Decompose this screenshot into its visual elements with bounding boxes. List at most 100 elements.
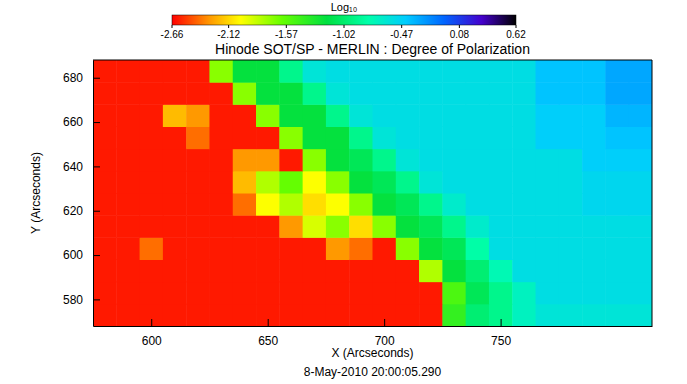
heatmap-cell bbox=[373, 171, 397, 194]
heatmap-cell bbox=[536, 282, 560, 305]
y-tick-mark bbox=[93, 255, 100, 256]
heatmap-cell bbox=[233, 60, 257, 83]
heatmap-cell bbox=[186, 60, 210, 83]
heatmap-cell bbox=[140, 193, 164, 216]
heatmap-cell bbox=[605, 171, 629, 194]
heatmap-cell bbox=[163, 304, 187, 326]
heatmap-cell bbox=[629, 237, 652, 260]
heatmap-cell bbox=[303, 215, 327, 238]
heatmap-cell bbox=[256, 82, 280, 105]
heatmap-cell bbox=[582, 171, 606, 194]
heatmap-cell bbox=[466, 171, 490, 194]
heatmap-cell bbox=[186, 260, 210, 283]
heatmap-cell bbox=[582, 193, 606, 216]
heatmap-cell bbox=[419, 60, 443, 83]
colorbar bbox=[172, 15, 516, 25]
heatmap-cell bbox=[256, 149, 280, 172]
heatmap-cell bbox=[186, 82, 210, 105]
heatmap-cell bbox=[419, 104, 443, 127]
heatmap-cell bbox=[349, 171, 373, 194]
heatmap-cell bbox=[163, 82, 187, 105]
heatmap-cell bbox=[209, 82, 233, 105]
heatmap-cell bbox=[536, 82, 560, 105]
y-tick: 580 bbox=[63, 293, 100, 307]
heatmap-cell bbox=[396, 171, 420, 194]
heatmap-cell bbox=[396, 149, 420, 172]
heatmap-cell bbox=[419, 282, 443, 305]
heatmap-cell bbox=[163, 260, 187, 283]
heatmap-cell bbox=[442, 260, 466, 283]
heatmap-cell bbox=[536, 193, 560, 216]
colorbar-tick-mark bbox=[459, 25, 460, 28]
heatmap-cell bbox=[582, 237, 606, 260]
heatmap-cell bbox=[442, 104, 466, 127]
heatmap-cell bbox=[209, 282, 233, 305]
heatmap-cell bbox=[303, 82, 327, 105]
heatmap-cell bbox=[93, 149, 117, 172]
heatmap-cell bbox=[512, 104, 536, 127]
heatmap-cell bbox=[396, 82, 420, 105]
heatmap-cell bbox=[256, 304, 280, 326]
heatmap-cell bbox=[140, 237, 164, 260]
x-tick-mark bbox=[384, 319, 385, 326]
colorbar-tick-label: -1.57 bbox=[275, 29, 298, 40]
heatmap-cell bbox=[209, 260, 233, 283]
heatmap-cell bbox=[512, 127, 536, 150]
heatmap-cell bbox=[209, 149, 233, 172]
heatmap-cell bbox=[140, 149, 164, 172]
heatmap-cell bbox=[582, 282, 606, 305]
heatmap-cell bbox=[559, 171, 583, 194]
x-tick: 750 bbox=[491, 319, 511, 348]
heatmap-cell bbox=[559, 304, 583, 326]
heatmap-cell bbox=[279, 149, 303, 172]
heatmap-cell bbox=[326, 193, 350, 216]
heatmap-cell bbox=[396, 304, 420, 326]
heatmap-cell bbox=[326, 215, 350, 238]
heatmap-cell bbox=[442, 237, 466, 260]
heatmap-cell bbox=[582, 304, 606, 326]
heatmap-cell bbox=[629, 260, 652, 283]
y-tick: 660 bbox=[63, 115, 100, 129]
y-tick-label: 620 bbox=[63, 204, 83, 218]
heatmap-cell bbox=[442, 149, 466, 172]
heatmap-cell bbox=[93, 282, 117, 305]
heatmap-cell bbox=[373, 215, 397, 238]
heatmap-cell bbox=[605, 304, 629, 326]
x-tick-label: 750 bbox=[491, 334, 511, 348]
heatmap-cell bbox=[442, 82, 466, 105]
heatmap-cell bbox=[303, 104, 327, 127]
colorbar-tick-label: -2.12 bbox=[217, 29, 240, 40]
heatmap-cell bbox=[256, 104, 280, 127]
heatmap-cell bbox=[303, 260, 327, 283]
heatmap-cell bbox=[186, 237, 210, 260]
heatmap-cell bbox=[163, 60, 187, 83]
heatmap-cell bbox=[396, 260, 420, 283]
heatmap-cell bbox=[256, 215, 280, 238]
heatmap-cell bbox=[396, 282, 420, 305]
heatmap-cell bbox=[605, 127, 629, 150]
heatmap-cell bbox=[605, 104, 629, 127]
heatmap-cell bbox=[279, 215, 303, 238]
heatmap-cell bbox=[279, 237, 303, 260]
heatmap-cell bbox=[605, 193, 629, 216]
heatmap-cell bbox=[233, 82, 257, 105]
heatmap-cell bbox=[559, 60, 583, 83]
heatmap-cell bbox=[349, 104, 373, 127]
heatmap-cell bbox=[233, 127, 257, 150]
heatmap-cell bbox=[466, 304, 490, 326]
heatmap-cell bbox=[373, 104, 397, 127]
heatmap-cell bbox=[536, 215, 560, 238]
heatmap-cell bbox=[186, 127, 210, 150]
heatmap-cell bbox=[536, 104, 560, 127]
heatmap-cell bbox=[326, 149, 350, 172]
heatmap-cell bbox=[512, 237, 536, 260]
heatmap-cell bbox=[163, 282, 187, 305]
heatmap-cell bbox=[373, 149, 397, 172]
heatmap-cell bbox=[349, 282, 373, 305]
heatmap-cell bbox=[163, 237, 187, 260]
heatmap-cell bbox=[466, 60, 490, 83]
heatmap-cell bbox=[629, 82, 652, 105]
heatmap-cell bbox=[233, 171, 257, 194]
heatmap-cell bbox=[349, 149, 373, 172]
heatmap-cell bbox=[140, 104, 164, 127]
